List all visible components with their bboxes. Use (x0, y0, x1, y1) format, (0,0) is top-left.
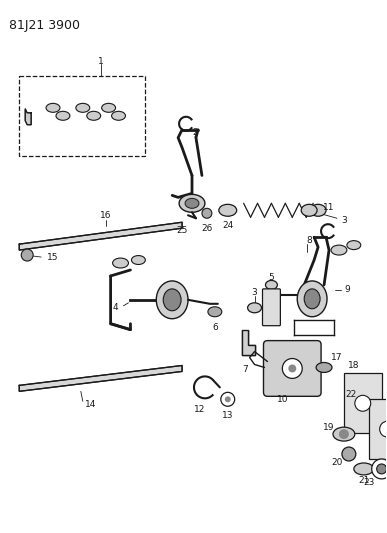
Circle shape (355, 395, 371, 411)
Circle shape (372, 459, 387, 479)
Text: 8: 8 (306, 236, 312, 245)
Text: 24: 24 (222, 221, 233, 230)
Ellipse shape (179, 195, 205, 212)
Text: 10: 10 (277, 395, 288, 404)
Text: 81J21 3900: 81J21 3900 (9, 19, 80, 33)
Ellipse shape (265, 280, 277, 289)
Text: 3: 3 (341, 216, 347, 225)
Text: 5: 5 (269, 273, 274, 282)
Circle shape (342, 447, 356, 461)
Circle shape (21, 249, 33, 261)
Ellipse shape (333, 427, 355, 441)
Text: 25: 25 (176, 225, 188, 235)
Ellipse shape (46, 103, 60, 112)
Text: 11: 11 (323, 203, 335, 212)
Ellipse shape (76, 103, 90, 112)
Ellipse shape (132, 255, 146, 264)
Text: 20: 20 (331, 458, 342, 467)
Text: 6: 6 (212, 323, 218, 332)
Ellipse shape (219, 204, 237, 216)
Text: 1: 1 (98, 56, 104, 66)
Text: 9: 9 (344, 285, 350, 294)
Circle shape (380, 421, 387, 437)
Ellipse shape (347, 240, 361, 249)
Circle shape (339, 429, 349, 439)
Circle shape (288, 365, 296, 373)
Ellipse shape (87, 111, 101, 120)
Text: 17: 17 (331, 353, 343, 362)
Ellipse shape (113, 258, 128, 268)
Bar (19, 76, 146, 156)
Text: 16: 16 (100, 211, 111, 220)
Ellipse shape (208, 307, 222, 317)
Polygon shape (19, 222, 182, 250)
FancyBboxPatch shape (264, 341, 321, 397)
Circle shape (283, 359, 302, 378)
Polygon shape (241, 330, 255, 354)
Text: 12: 12 (194, 405, 205, 414)
Circle shape (202, 208, 212, 218)
Text: 15: 15 (47, 253, 59, 262)
Text: 23: 23 (363, 478, 374, 487)
Bar (344, 374, 382, 433)
Ellipse shape (331, 245, 347, 255)
Text: 2: 2 (192, 128, 198, 137)
Ellipse shape (111, 111, 125, 120)
Ellipse shape (56, 111, 70, 120)
Ellipse shape (304, 289, 320, 309)
Polygon shape (19, 366, 182, 391)
Ellipse shape (354, 463, 374, 475)
Circle shape (225, 397, 231, 402)
Ellipse shape (248, 303, 262, 313)
Text: 21: 21 (358, 477, 370, 486)
Circle shape (377, 464, 387, 474)
Ellipse shape (102, 103, 116, 112)
Text: 19: 19 (323, 423, 335, 432)
Ellipse shape (301, 204, 317, 216)
Text: 13: 13 (222, 411, 233, 419)
FancyBboxPatch shape (262, 289, 280, 326)
Ellipse shape (185, 198, 199, 208)
Text: 14: 14 (85, 400, 96, 409)
Circle shape (221, 392, 235, 406)
Text: 7: 7 (242, 365, 248, 374)
Ellipse shape (163, 289, 181, 311)
Ellipse shape (156, 281, 188, 319)
Text: 26: 26 (201, 224, 212, 233)
Ellipse shape (297, 281, 327, 317)
Ellipse shape (310, 204, 326, 216)
Text: 18: 18 (348, 361, 360, 370)
Polygon shape (25, 109, 31, 125)
Bar (369, 399, 387, 459)
Text: 3: 3 (252, 288, 257, 297)
Text: 4: 4 (113, 303, 118, 312)
Ellipse shape (316, 362, 332, 373)
Text: 22: 22 (345, 390, 356, 399)
